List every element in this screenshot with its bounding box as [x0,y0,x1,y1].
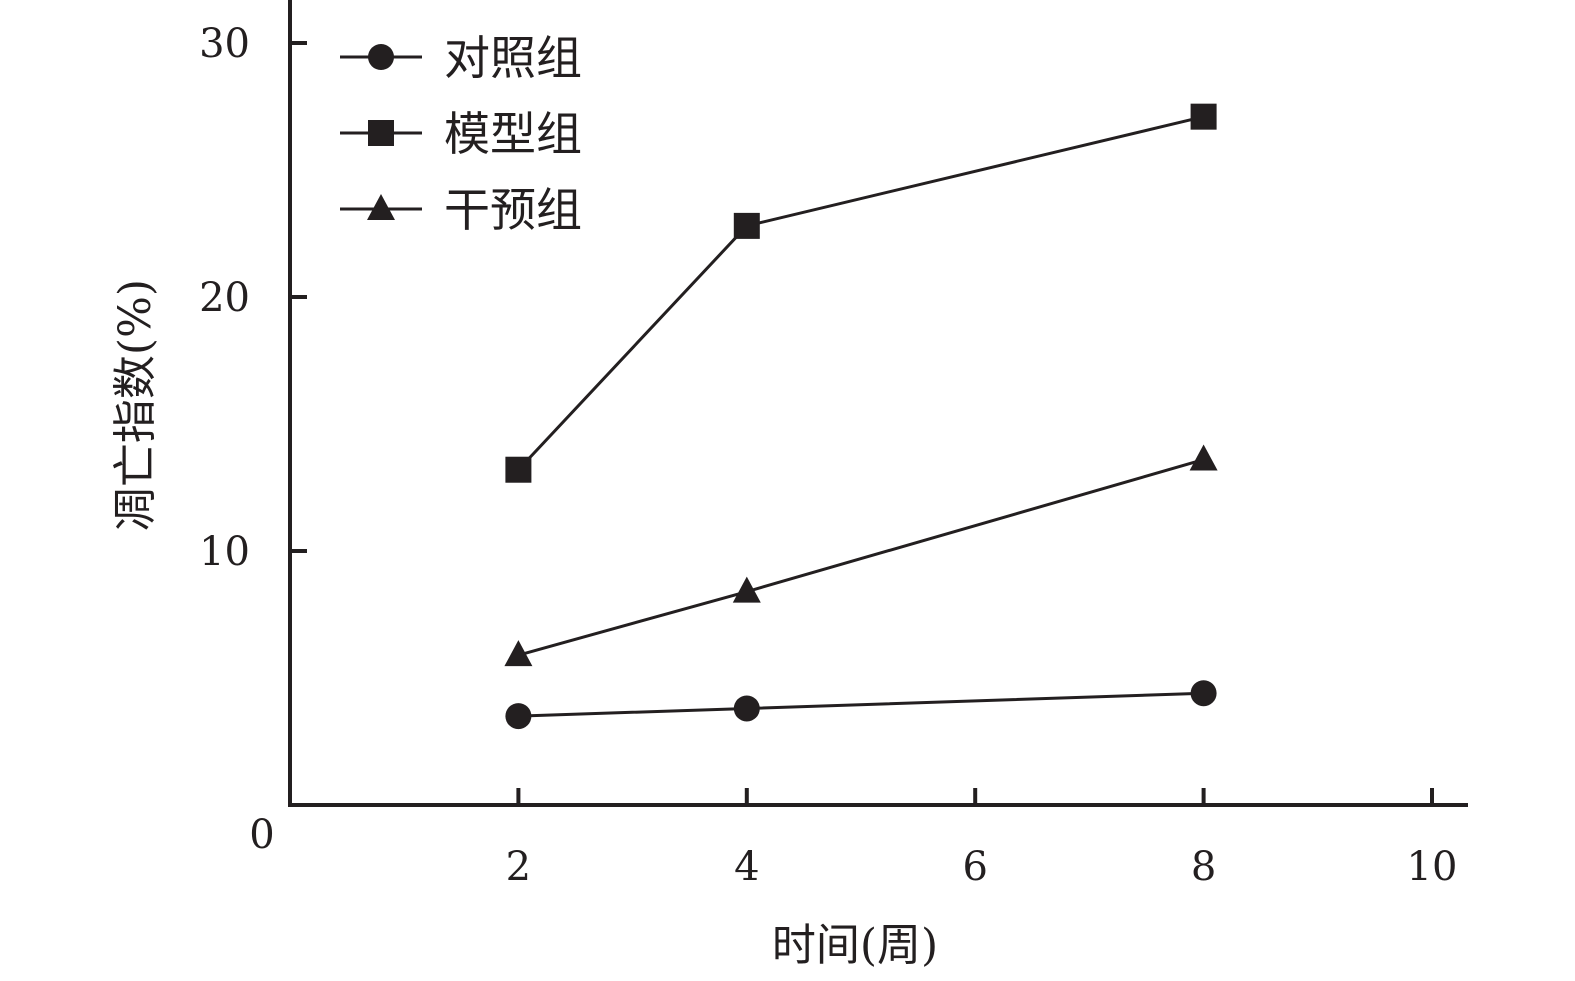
legend-label-circle: 对照组 [444,31,582,85]
legend-marker-circle [368,44,394,70]
axes [288,0,1468,807]
data-point-circle-x2 [505,703,532,730]
legend-item-triangle: 干预组 [340,183,582,237]
x-tick-label-8: 8 [1191,844,1216,890]
legend-marker-square [368,120,394,146]
series-circle [505,680,1217,730]
series-line-triangle [517,458,1205,657]
x-tick-label-2: 2 [506,844,531,890]
legend-marker-triangle [367,194,395,220]
data-point-triangle-x8 [1189,444,1218,471]
origin-label: 0 [249,812,274,858]
tick-marks [290,41,1434,805]
legend-label-square: 模型组 [444,107,582,161]
data-point-triangle-x4 [732,576,761,603]
data-point-circle-x8 [1190,680,1217,707]
tick-labels: 2 4 6 8 10 10 20 30 [199,21,1457,890]
x-tick-label-4: 4 [734,844,759,890]
legend-item-circle: 对照组 [340,31,582,85]
series-line-circle [518,691,1204,718]
series-square [505,103,1217,483]
x-tick-label-10: 10 [1407,844,1458,890]
data-point-triangle-x2 [504,640,533,667]
legend-label-triangle: 干预组 [444,183,582,237]
x-tick-label-6: 6 [962,844,987,890]
series-triangle [504,444,1218,667]
x-axis-title: 时间(周) [772,920,938,971]
data-point-circle-x4 [733,695,760,722]
y-tick-label-10: 10 [199,529,250,575]
legend-item-square: 模型组 [340,107,582,161]
series-line-square [517,115,1204,471]
y-tick-label-30: 30 [199,21,250,67]
data-point-square-x4 [733,212,760,239]
data-point-square-x2 [505,456,532,483]
data-point-square-x8 [1190,103,1217,130]
y-tick-label-20: 20 [199,275,250,321]
series [504,103,1218,730]
y-axis-title: 凋亡指数(%) [110,279,161,531]
